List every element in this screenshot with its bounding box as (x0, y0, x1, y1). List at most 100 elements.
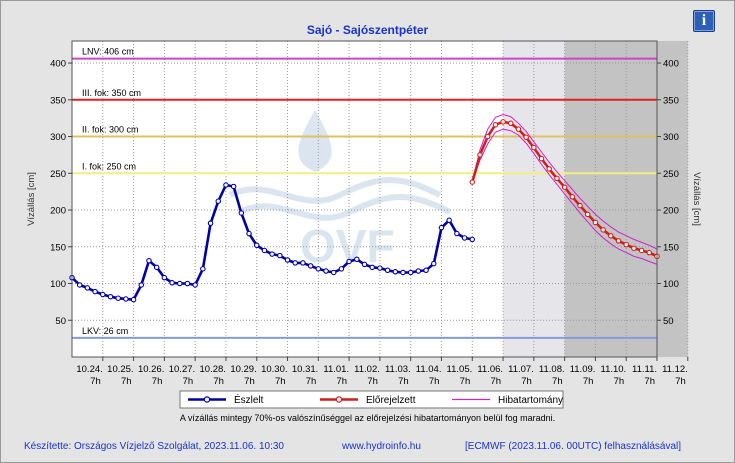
observed-point (338, 266, 345, 272)
forecast-point (638, 247, 645, 254)
legend-marker (335, 396, 343, 403)
x-tick-label-hour: 7h (429, 376, 440, 387)
y-tick-label-right: 200 (663, 206, 679, 217)
y-tick-label-left: 400 (50, 59, 66, 70)
forecast-point (477, 152, 483, 158)
x-tick-label-hour: 7h (583, 376, 594, 387)
observed-point (115, 295, 121, 301)
observed-point (76, 282, 83, 288)
ovf-logo-icon: OVF (228, 110, 452, 272)
forecast-point (608, 232, 614, 239)
x-tick-label-date: 11.03. (385, 364, 411, 375)
observed-point (123, 296, 129, 302)
legend-label: Észlelt (234, 393, 264, 406)
observed-point (269, 251, 275, 257)
observed-point (284, 257, 291, 263)
observed-point (454, 230, 460, 237)
forecast-point (600, 227, 606, 233)
x-tick-label-date: 11.12. (662, 364, 688, 375)
x-tick-label-hour: 7h (183, 376, 194, 387)
observed-point (377, 265, 383, 271)
x-tick-label-hour: 7h (275, 376, 286, 387)
observed-point (446, 217, 452, 224)
observed-point (346, 258, 352, 265)
y-tick-label-left: 50 (55, 316, 66, 327)
observed-point (461, 235, 468, 241)
observed-point (223, 182, 229, 188)
observed-point (323, 268, 329, 274)
y-tick-label-left: 350 (50, 95, 66, 106)
x-tick-label-date: 10.27. (169, 364, 195, 375)
observed-point (153, 264, 160, 271)
forecast-point (515, 126, 522, 132)
info-icon[interactable]: i (693, 10, 715, 32)
forecast-point (623, 241, 629, 248)
x-tick-label-date: 10.28. (200, 364, 226, 375)
observed-point (253, 242, 260, 249)
y-tick-label-right: 300 (663, 132, 679, 143)
x-tick-label-hour: 7h (552, 376, 563, 387)
observed-point (138, 282, 145, 288)
legend-label: Hibatartomány (498, 395, 563, 406)
y-axis-label-right: Vízállás [cm] (691, 172, 702, 226)
legend-label: Előrejelzett (366, 395, 416, 406)
forecast-point (484, 133, 491, 140)
y-tick-label-right: 250 (663, 169, 679, 180)
x-tick-label-hour: 7h (337, 376, 348, 387)
footer-url[interactable]: www.hydroinfo.hu (342, 441, 421, 452)
error-band (471, 113, 658, 265)
x-tick-label-date: 11.10. (600, 364, 626, 375)
x-tick-label-hour: 7h (521, 376, 532, 387)
forecast-point (561, 184, 568, 190)
x-tick-label-date: 10.24. (76, 364, 102, 375)
x-tick-label-hour: 7h (244, 376, 255, 387)
y-tick-label-left: 200 (50, 206, 66, 217)
y-tick-label-right: 400 (663, 59, 679, 70)
x-tick-label-date: 11.11. (632, 364, 657, 375)
forecast-point (531, 144, 537, 151)
forecast-point (631, 245, 637, 251)
x-tick-label-date: 11.07. (508, 364, 534, 375)
x-tick-label-date: 11.05. (447, 364, 473, 375)
x-tick-label-date: 11.04. (416, 364, 442, 375)
x-tick-label-hour: 7h (306, 376, 317, 387)
observed-point (407, 269, 414, 276)
forecast-point (569, 194, 576, 200)
y-tick-label-right: 150 (663, 242, 679, 253)
observed-point (246, 230, 252, 237)
x-tick-label-hour: 7h (90, 376, 101, 387)
error-band-upper (471, 113, 658, 250)
observed-point (130, 296, 137, 303)
y-tick-label-left: 150 (50, 242, 66, 253)
observed-point (161, 274, 168, 281)
forecast-note: A vízállás mintegy 70%-os valószínűségge… (179, 413, 556, 423)
x-tick-label-hour: 7h (213, 376, 224, 387)
observed-point (423, 267, 429, 274)
forecast-point (523, 134, 529, 141)
reference-line-label: II. fok: 300 cm (82, 125, 139, 135)
error-band-lower (471, 128, 658, 265)
observed-point (230, 183, 237, 190)
observed-point (469, 236, 476, 243)
y-tick-label-left: 100 (50, 279, 66, 290)
x-tick-label-hour: 7h (675, 376, 686, 387)
x-tick-label-date: 10.26. (138, 364, 164, 375)
x-tick-label-hour: 7h (460, 376, 471, 387)
observed-point (184, 280, 191, 287)
shaded-period (503, 41, 565, 357)
forecast-point (538, 155, 545, 162)
observed-point (92, 288, 98, 295)
y-tick-label-left: 300 (50, 132, 66, 143)
x-tick-label-hour: 7h (367, 376, 378, 387)
observed-point (200, 266, 206, 272)
observed-point (215, 198, 222, 204)
forecast-point (500, 119, 506, 125)
observed-point (169, 280, 175, 286)
forecast-point (554, 175, 560, 182)
observed-point (315, 266, 322, 272)
forecast-point (469, 179, 476, 185)
x-tick-label-date: 11.01. (323, 364, 349, 375)
x-tick-label-date: 10.29. (230, 364, 256, 375)
data-series (69, 119, 660, 303)
x-tick-label-date: 11.06. (477, 364, 503, 375)
